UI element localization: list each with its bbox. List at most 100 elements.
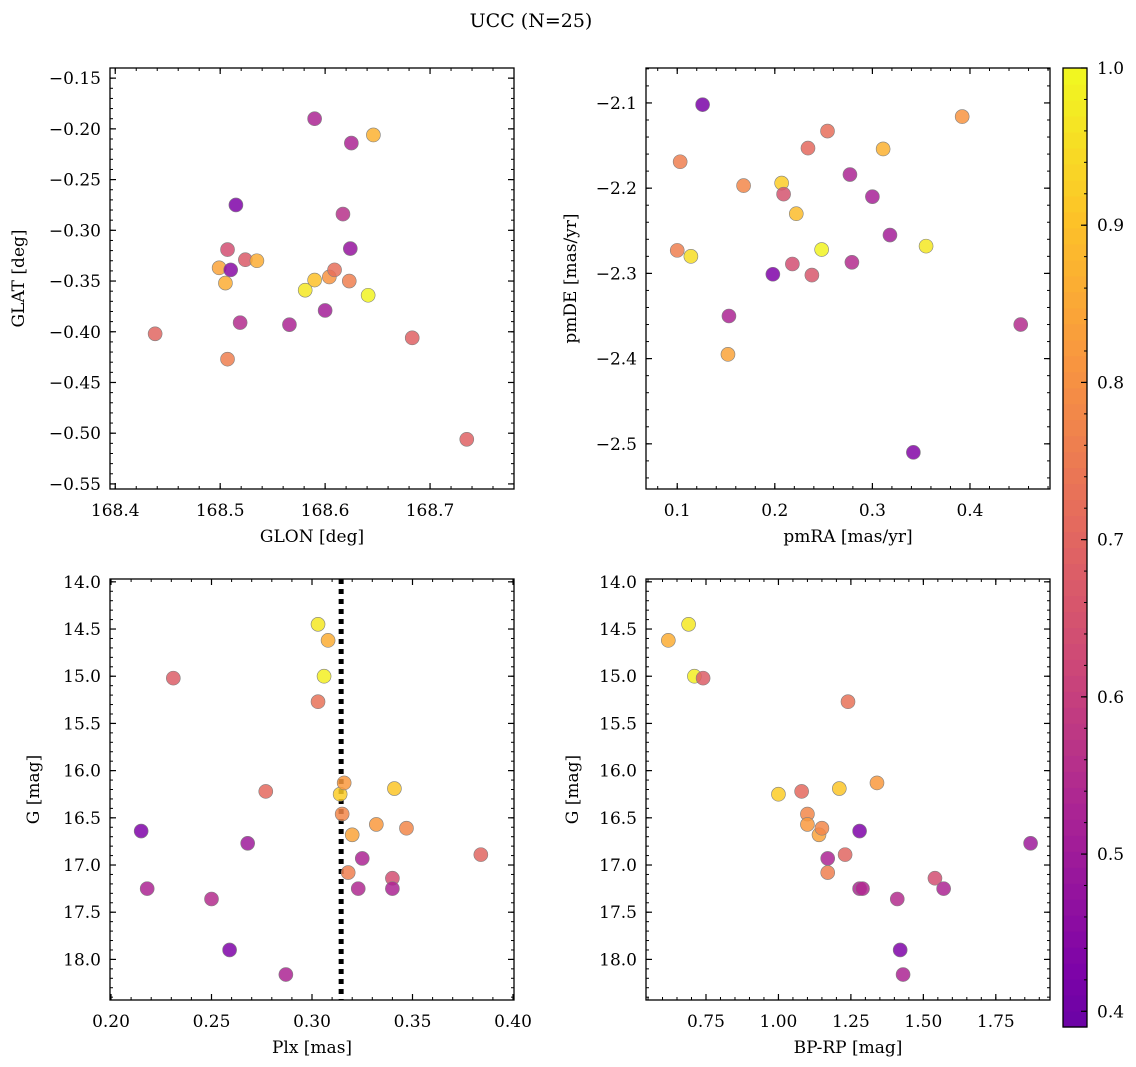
x-axis-label: Plx [mas] bbox=[272, 1038, 352, 1058]
y-tick-label: 18.0 bbox=[63, 950, 101, 970]
data-point bbox=[336, 775, 352, 791]
data-point bbox=[661, 633, 676, 648]
x-tick-label: 0.25 bbox=[193, 1012, 231, 1032]
colorbar-strip bbox=[1063, 659, 1087, 676]
data-point bbox=[936, 881, 951, 896]
data-point bbox=[310, 617, 326, 632]
data-point bbox=[804, 267, 820, 283]
data-point bbox=[889, 891, 905, 907]
data-point bbox=[892, 942, 908, 958]
data-point bbox=[316, 668, 332, 684]
x-tick-label: 0.4 bbox=[956, 501, 983, 521]
y-tick-label: 16.0 bbox=[63, 762, 101, 782]
data-point bbox=[918, 238, 934, 254]
colorbar-strip bbox=[1063, 435, 1087, 453]
colorbar-strip bbox=[1063, 563, 1087, 581]
x-tick-label: 168.4 bbox=[91, 501, 140, 521]
data-point bbox=[800, 140, 816, 156]
y-tick-label: −2.4 bbox=[596, 350, 637, 370]
colorbar-strip bbox=[1063, 931, 1087, 948]
y-tick-label: 14.0 bbox=[599, 573, 637, 593]
data-point bbox=[865, 189, 880, 204]
y-tick-label: 18.0 bbox=[599, 950, 637, 970]
data-point bbox=[228, 197, 244, 213]
data-point bbox=[882, 227, 898, 243]
data-point bbox=[852, 823, 867, 839]
subplot-3: 0.20 0.25 0.30 0.35 0.40 14.0 14.5 15.0 15.5 16.0… bbox=[24, 573, 532, 1058]
colorbar-strip bbox=[1063, 707, 1087, 724]
x-tick-label: 0.3 bbox=[859, 501, 886, 521]
data-point bbox=[360, 287, 376, 303]
data-point bbox=[695, 97, 710, 112]
y-tick-label: −0.50 bbox=[49, 424, 101, 444]
data-point bbox=[387, 781, 402, 796]
data-point bbox=[672, 154, 688, 170]
y-tick-label: −0.40 bbox=[49, 323, 101, 343]
data-point bbox=[223, 262, 238, 278]
data-point bbox=[695, 670, 711, 686]
data-point bbox=[855, 881, 870, 896]
x-tick-label: 0.2 bbox=[761, 501, 788, 521]
data-point bbox=[320, 633, 336, 648]
y-tick-label: 17.5 bbox=[63, 903, 101, 923]
data-point bbox=[366, 127, 381, 143]
colorbar-strip bbox=[1063, 307, 1087, 325]
subplot-4: 0.75 1.00 1.25 1.50 1.75 14.0 14.5 15.0 15.5 16.0… bbox=[563, 573, 1051, 1058]
colorbar-strip bbox=[1063, 995, 1087, 1012]
colorbar-strip bbox=[1063, 1011, 1087, 1028]
colorbar-strip bbox=[1063, 883, 1087, 900]
colorbar-strip bbox=[1063, 691, 1087, 708]
data-point bbox=[344, 827, 360, 843]
colorbar-strip bbox=[1063, 195, 1087, 213]
data-point bbox=[166, 670, 181, 686]
data-point bbox=[220, 242, 235, 257]
data-point bbox=[240, 836, 255, 851]
data-point bbox=[906, 445, 921, 460]
data-point bbox=[204, 891, 219, 907]
y-tick-label: 17.5 bbox=[599, 903, 637, 923]
data-point bbox=[354, 851, 370, 866]
colorbar-strip bbox=[1063, 451, 1087, 469]
data-point bbox=[776, 186, 791, 202]
y-tick-label: −2.1 bbox=[596, 94, 637, 114]
colorbar-strip bbox=[1063, 675, 1087, 692]
data-point bbox=[222, 942, 237, 958]
data-point bbox=[814, 820, 830, 836]
y-tick-label: 15.0 bbox=[599, 667, 637, 687]
subplot-2: 0.1 0.2 0.3 0.4 −2.5 −2.4 −2.3 −2.2 −2.1 pmRA [ma… bbox=[561, 67, 1051, 547]
colorbar-strip bbox=[1063, 611, 1087, 629]
subplot-1: 168.4 168.5 168.6 168.7 −0.55 −0.50 −0.45 −0.40… bbox=[9, 67, 515, 547]
y-tick-label: 15.5 bbox=[63, 714, 101, 734]
colorbar-strip bbox=[1063, 403, 1087, 421]
data-point bbox=[814, 242, 829, 257]
colorbar-strip bbox=[1063, 211, 1087, 229]
colorbar-strip bbox=[1063, 163, 1087, 181]
y-tick-label: 16.0 bbox=[599, 762, 637, 782]
y-tick-label: −0.25 bbox=[49, 171, 101, 191]
x-axis-label: GLON [deg] bbox=[260, 527, 364, 547]
colorbar-strip bbox=[1063, 899, 1087, 916]
colorbar-strip bbox=[1063, 291, 1087, 309]
y-axis-label: pmDE [mas/yr] bbox=[561, 213, 581, 343]
y-tick-label: 15.0 bbox=[63, 667, 101, 687]
x-tick-label: 168.5 bbox=[196, 501, 245, 521]
colorbar-strip bbox=[1063, 803, 1087, 820]
colorbar-strip bbox=[1063, 467, 1087, 485]
colorbar-strip bbox=[1063, 531, 1087, 549]
data-point bbox=[317, 303, 333, 318]
x-axis-label: BP-RP [mag] bbox=[794, 1038, 903, 1058]
colorbar-strip bbox=[1063, 819, 1087, 836]
colorbar-strip bbox=[1063, 179, 1087, 197]
colorbar-strip bbox=[1063, 643, 1087, 660]
data-point bbox=[341, 273, 357, 289]
y-tick-label: 14.5 bbox=[599, 620, 637, 640]
colorbar-strip bbox=[1063, 787, 1087, 804]
y-tick-label: 17.0 bbox=[63, 856, 101, 876]
scatter-points bbox=[669, 97, 1029, 460]
colorbar-strip bbox=[1063, 867, 1087, 884]
x-tick-label: 0.75 bbox=[687, 1012, 725, 1032]
data-point bbox=[954, 109, 970, 124]
scatter-points bbox=[661, 617, 1038, 982]
data-point bbox=[344, 135, 359, 151]
